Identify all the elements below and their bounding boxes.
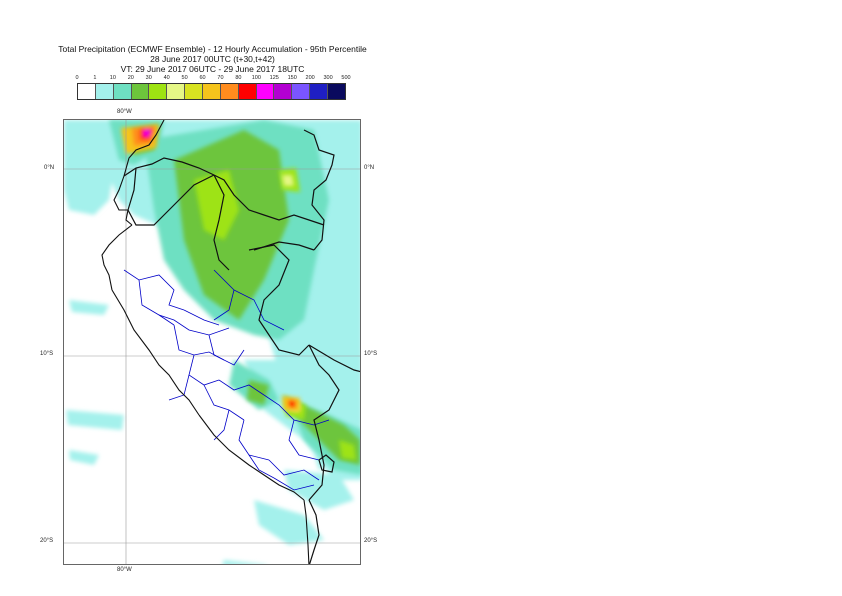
chart-title: Total Precipitation (ECMWF Ensemble) - 1… xyxy=(58,44,367,54)
precip-area-ygreen-4 xyxy=(339,440,356,460)
legend-swatch-9 xyxy=(238,84,257,99)
legend-swatch-3 xyxy=(131,84,150,99)
legend-tick-label: 150 xyxy=(287,75,297,81)
region-border-15 xyxy=(288,419,320,461)
legend-tick-label: 1 xyxy=(93,75,97,81)
lat-label-right-0: 0°N xyxy=(364,165,375,171)
precip-area-ygreen-1 xyxy=(194,170,239,240)
coast-ecuador xyxy=(113,175,133,226)
legend-tick-label: 0 xyxy=(75,75,79,81)
region-border-11 xyxy=(213,409,230,441)
legend-swatch-7 xyxy=(203,84,221,99)
precip-area-south-2 xyxy=(254,500,324,545)
coast-chile xyxy=(303,499,310,564)
legend-swatch-12 xyxy=(292,84,311,99)
coast-peru-central xyxy=(111,289,200,416)
lat-label-right-20s: 20°S xyxy=(364,538,378,544)
legend-tick-label: 500 xyxy=(341,75,351,81)
legend-swatch-2 xyxy=(113,84,132,99)
precip-area-south-1 xyxy=(284,470,354,510)
peru-regions xyxy=(123,269,330,491)
graticule xyxy=(64,120,360,564)
precip-area-purple-north xyxy=(146,131,150,134)
map-svg xyxy=(64,120,360,564)
legend-swatch-5 xyxy=(167,84,186,99)
region-border-8 xyxy=(218,379,265,396)
coast-peru-north xyxy=(101,224,133,291)
border-peru-bolivia xyxy=(308,344,340,501)
lon-label-bottom: 80°W xyxy=(117,567,132,573)
legend-tick-label: 300 xyxy=(323,75,333,81)
region-border-10 xyxy=(238,419,270,461)
legend-swatch-11 xyxy=(274,84,293,99)
precip-hotspot-north xyxy=(121,124,159,154)
region-border-2 xyxy=(138,279,175,326)
precipitation-map xyxy=(63,119,361,565)
lat-label-left-10s: 10°S xyxy=(40,351,54,357)
border-peru-brazil-north xyxy=(213,174,230,271)
border-ecuador-peru xyxy=(127,167,215,226)
precip-area-red-south xyxy=(288,400,296,408)
region-border-5 xyxy=(173,324,225,361)
coastline xyxy=(101,120,310,564)
region-border-16 xyxy=(273,477,315,491)
precip-area-west-1 xyxy=(69,300,109,315)
legend-swatch-14 xyxy=(328,84,345,99)
legend-tick-label: 40 xyxy=(163,75,170,81)
region-border-18 xyxy=(213,269,235,321)
region-border-3 xyxy=(158,314,230,336)
border-colombia-peru xyxy=(213,174,325,226)
lon-label-top: 80°W xyxy=(117,109,132,115)
precip-area-west-3 xyxy=(69,450,99,465)
legend-tick-label: 60 xyxy=(199,75,206,81)
legend-swatch-6 xyxy=(185,84,204,99)
legend-tick-label: 70 xyxy=(217,75,224,81)
legend-swatch-4 xyxy=(149,84,168,99)
lat-label-left-0: 0°N xyxy=(44,165,55,171)
legend-swatch-13 xyxy=(310,84,329,99)
coast-peru-south xyxy=(198,414,305,501)
precip-area-west-2 xyxy=(66,410,124,430)
legend-tick-label: 50 xyxy=(181,75,188,81)
color-legend-bar xyxy=(77,83,346,100)
region-border-12 xyxy=(268,459,320,481)
border-colombia-brazil xyxy=(253,241,315,251)
region-border-19 xyxy=(233,289,285,331)
coast-colombia-pacific xyxy=(123,120,165,177)
border-bolivia-brazil xyxy=(308,344,360,373)
legend-tick-label: 20 xyxy=(127,75,134,81)
lat-label-left-20s: 20°S xyxy=(40,538,54,544)
legend-swatch-1 xyxy=(95,84,114,99)
region-border-6 xyxy=(208,334,245,366)
legend-tick-label: 125 xyxy=(269,75,279,81)
lat-label-right-10s: 10°S xyxy=(364,351,378,357)
region-border-9 xyxy=(203,384,245,421)
region-border-1 xyxy=(123,269,185,311)
lake-titicaca xyxy=(318,454,335,473)
chart-valid-time: VT: 29 June 2017 06UTC - 29 June 2017 18… xyxy=(120,64,305,74)
chart-base-time: 28 June 2017 00UTC (t+30,t+42) xyxy=(150,54,275,64)
legend-swatch-0 xyxy=(78,84,96,99)
legend-tick-label: 10 xyxy=(109,75,116,81)
precip-area-green-3 xyxy=(247,380,269,405)
country-borders xyxy=(123,129,360,564)
legend-tick-label: 30 xyxy=(145,75,152,81)
legend-swatch-10 xyxy=(256,84,275,99)
border-venezuela xyxy=(303,129,335,251)
legend-tick-label: 80 xyxy=(235,75,242,81)
border-peru-brazil xyxy=(248,244,310,356)
legend-tick-label: 100 xyxy=(251,75,261,81)
precip-area-south-3 xyxy=(222,560,260,564)
region-border-4 xyxy=(183,309,220,326)
region-border-7 xyxy=(188,354,220,386)
legend-tick-label: 200 xyxy=(305,75,315,81)
precip-area-lyellow-1 xyxy=(282,175,294,186)
precip-hotspot-south xyxy=(282,396,300,412)
legend-swatch-8 xyxy=(220,84,239,99)
region-border-13 xyxy=(248,454,275,479)
border-chile-bolivia xyxy=(308,499,320,564)
